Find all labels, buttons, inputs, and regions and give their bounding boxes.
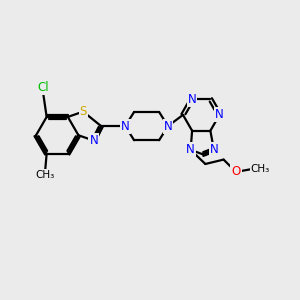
- Text: N: N: [188, 93, 197, 106]
- Text: Cl: Cl: [37, 81, 49, 94]
- Text: CH₃: CH₃: [36, 170, 55, 180]
- Text: N: N: [209, 143, 218, 156]
- Text: S: S: [80, 105, 87, 118]
- Text: N: N: [186, 143, 195, 156]
- Text: N: N: [121, 120, 130, 133]
- Text: N: N: [89, 134, 98, 147]
- Text: O: O: [231, 165, 241, 178]
- Text: N: N: [164, 120, 172, 133]
- Text: N: N: [215, 108, 224, 122]
- Text: CH₃: CH₃: [251, 164, 270, 174]
